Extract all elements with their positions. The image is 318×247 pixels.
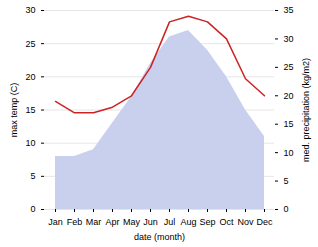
svg-text:5: 5 [284,176,289,186]
svg-text:10: 10 [284,148,294,158]
svg-text:Dec: Dec [256,217,273,227]
svg-text:5: 5 [30,171,35,181]
svg-text:date (month): date (month) [134,232,185,242]
svg-text:max temp (C): max temp (C) [9,83,19,138]
svg-text:30: 30 [284,34,294,44]
svg-text:0: 0 [30,204,35,214]
svg-text:30: 30 [25,5,35,15]
svg-text:25: 25 [284,62,294,72]
svg-text:10: 10 [25,138,35,148]
svg-text:20: 20 [284,91,294,101]
svg-text:20: 20 [25,72,35,82]
svg-text:Mar: Mar [86,217,102,227]
svg-text:Jan: Jan [48,217,63,227]
svg-text:Apr: Apr [105,217,119,227]
svg-text:25: 25 [25,39,35,49]
svg-text:15: 15 [284,119,294,129]
svg-text:May: May [123,217,141,227]
svg-text:Nov: Nov [237,217,254,227]
svg-text:35: 35 [284,5,294,15]
svg-text:med. precipitation (kg/m2): med. precipitation (kg/m2) [301,58,311,162]
svg-text:Oct: Oct [219,217,234,227]
svg-text:Aug: Aug [180,217,196,227]
svg-text:Jun: Jun [143,217,158,227]
svg-text:15: 15 [25,105,35,115]
svg-text:Sep: Sep [199,217,215,227]
svg-text:Jul: Jul [164,217,176,227]
svg-text:0: 0 [284,204,289,214]
svg-text:Feb: Feb [67,217,83,227]
